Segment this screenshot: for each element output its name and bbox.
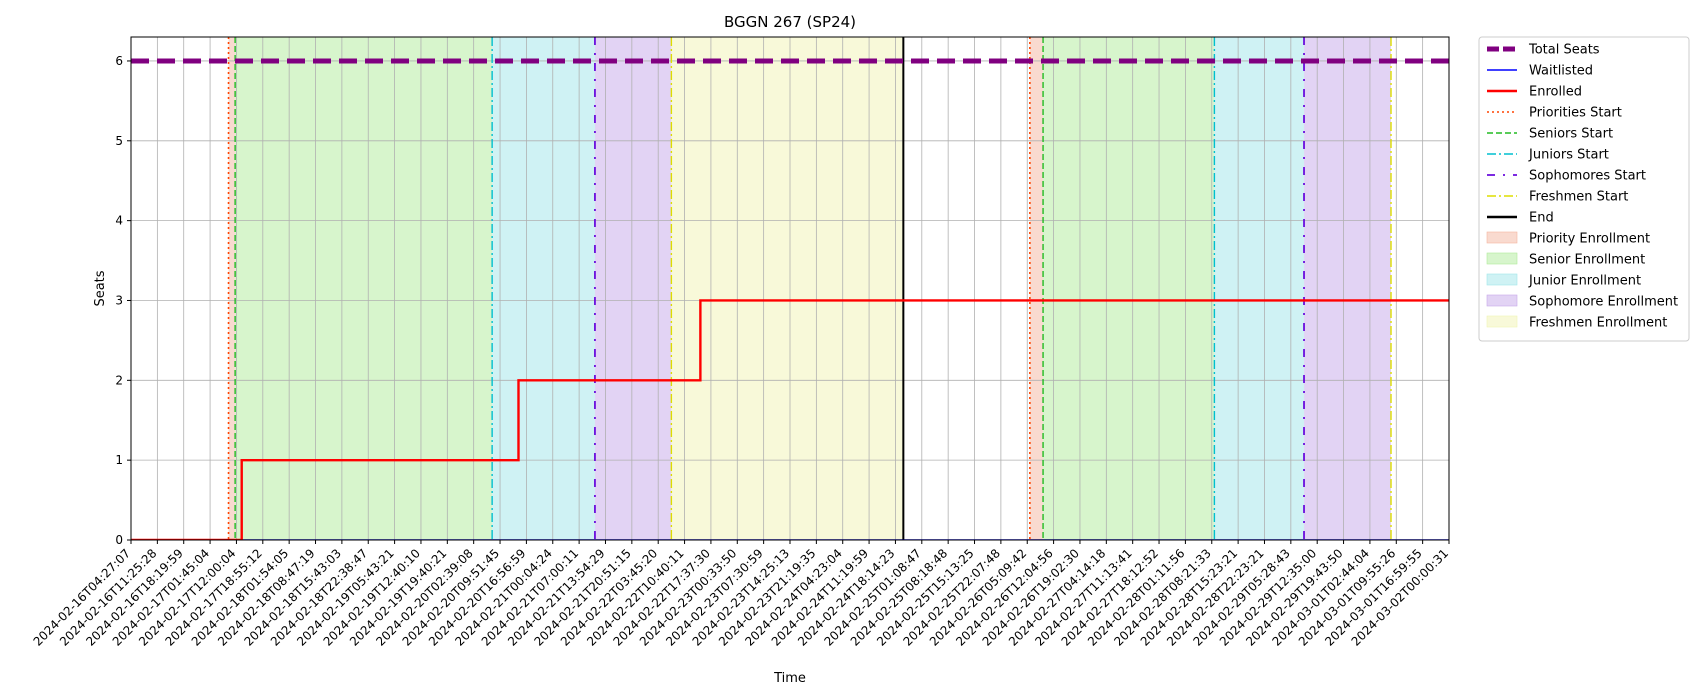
- legend-swatch-freshmen-enrollment: [1486, 315, 1518, 328]
- legend: Total Seats Waitlisted Enrolled Priorities …: [1478, 36, 1690, 342]
- plot-area: 0 1 2 3 4 5 6 2024-02-16T04:27:072024-02-16T11:…: [31, 36, 1451, 649]
- y-tick-label: 6: [115, 54, 123, 68]
- series: [131, 58, 1449, 540]
- legend-label-freshmen-enrollment: Freshmen Enrollment: [1529, 316, 1667, 331]
- junior-enrollment-span: [492, 37, 595, 540]
- y-tick-label: 5: [115, 134, 123, 148]
- legend-swatch-sophomore-enrollment: [1486, 294, 1518, 307]
- y-tick-label: 2: [115, 373, 123, 387]
- legend-swatch-priority-enrollment: [1486, 231, 1518, 244]
- phase-start-lines: [227, 37, 1392, 540]
- legend-label-waitlisted: Waitlisted: [1529, 64, 1593, 79]
- legend-swatch-senior-enrollment: [1486, 252, 1518, 265]
- y-tick-label: 0: [115, 533, 123, 547]
- legend-label-priorities-start: Priorities Start: [1529, 106, 1622, 121]
- legend-label-seniors-start: Seniors Start: [1529, 127, 1613, 142]
- x-axis-ticks: 2024-02-16T04:27:072024-02-16T11:25:2820…: [31, 540, 1451, 649]
- sophomore-enrollment-span: [594, 37, 672, 540]
- y-tick-label: 1: [115, 453, 123, 467]
- legend-frame: [1478, 36, 1690, 342]
- legend-label-sophomore-enrollment: Sophomore Enrollment: [1529, 295, 1678, 310]
- legend-label-freshmen-start: Freshmen Start: [1529, 190, 1628, 205]
- enrollment-spans: [228, 37, 1392, 540]
- y-axis-ticks: 0 1 2 3 4 5 6: [115, 54, 131, 547]
- chart-title: BGGN 267 (SP24): [724, 13, 856, 31]
- legend-label-end: End: [1529, 211, 1554, 226]
- sophomore-enrollment-span: [1304, 37, 1392, 540]
- enrolled-series: [131, 299, 1449, 540]
- junior-enrollment-span: [1214, 37, 1305, 540]
- y-axis-title: Seats: [93, 270, 108, 306]
- legend-swatch-junior-enrollment: [1486, 273, 1518, 286]
- priority-enrollment-span: [1029, 37, 1044, 540]
- legend-label-total-seats: Total Seats: [1528, 43, 1600, 58]
- legend-label-senior-enrollment: Senior Enrollment: [1529, 253, 1645, 268]
- legend-label-sophomores-start: Sophomores Start: [1529, 169, 1646, 184]
- legend-label-junior-enrollment: Junior Enrollment: [1528, 274, 1641, 289]
- senior-enrollment-span: [235, 37, 493, 540]
- freshmen-enrollment-span: [671, 37, 904, 540]
- legend-label-priority-enrollment: Priority Enrollment: [1529, 232, 1650, 247]
- senior-enrollment-span: [1043, 37, 1215, 540]
- y-tick-label: 4: [115, 214, 123, 228]
- legend-label-enrolled: Enrolled: [1529, 85, 1582, 100]
- legend-label-juniors-start: Juniors Start: [1528, 148, 1609, 163]
- priority-enrollment-span: [228, 37, 236, 540]
- x-axis-title: Time: [773, 671, 806, 686]
- y-tick-label: 3: [115, 293, 123, 307]
